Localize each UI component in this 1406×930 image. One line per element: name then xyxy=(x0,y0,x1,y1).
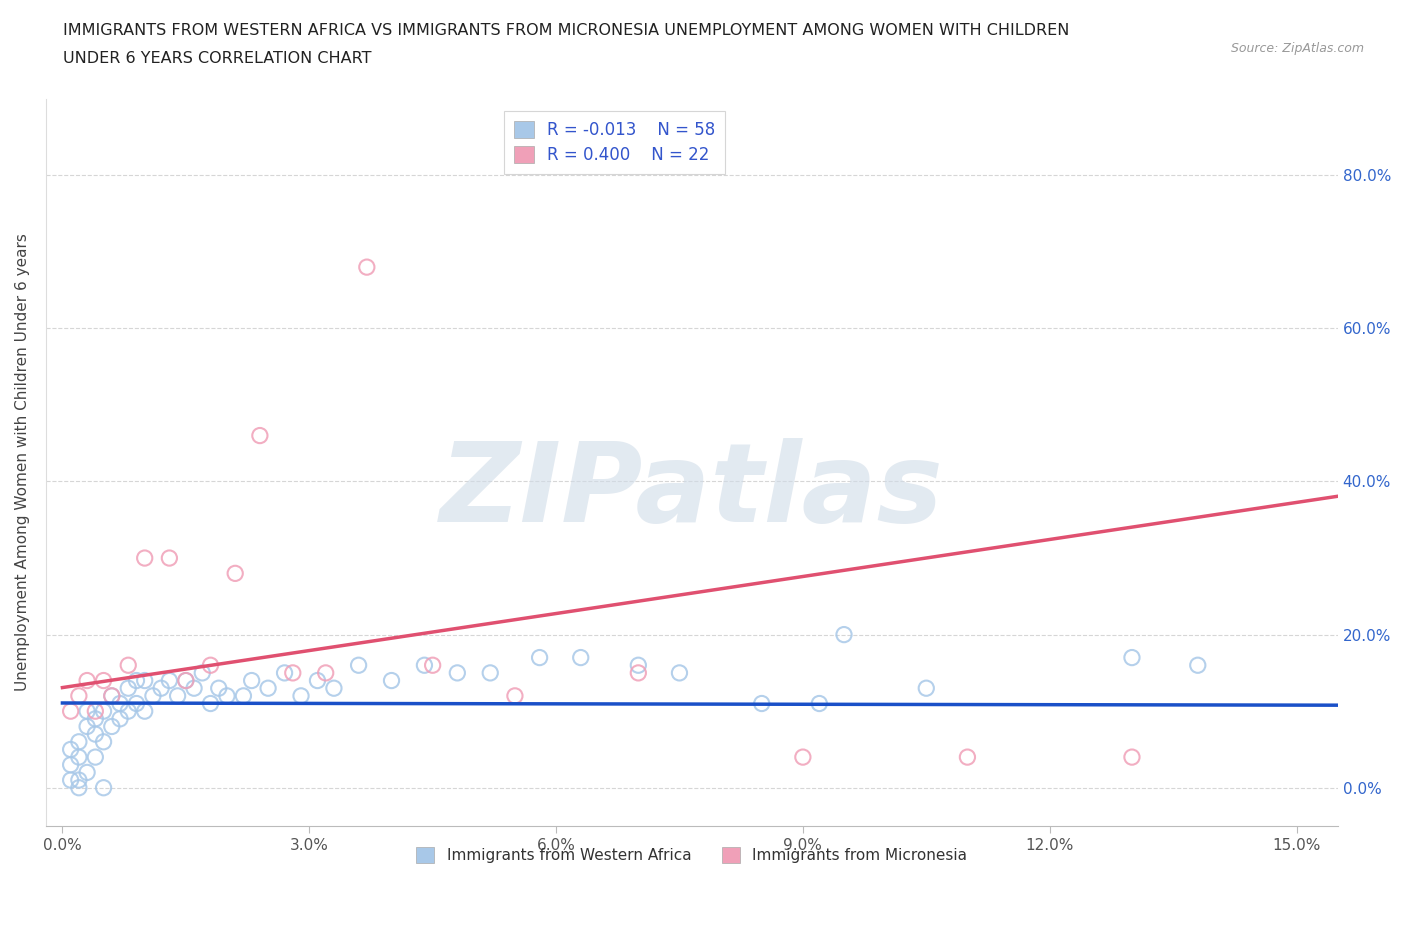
Point xyxy=(307,673,329,688)
Point xyxy=(347,658,370,672)
Point xyxy=(101,688,124,703)
Point xyxy=(93,780,115,795)
Point xyxy=(134,704,156,719)
Point xyxy=(356,259,378,274)
Point xyxy=(832,627,855,642)
Point xyxy=(529,650,551,665)
Point xyxy=(67,773,90,788)
Text: IMMIGRANTS FROM WESTERN AFRICA VS IMMIGRANTS FROM MICRONESIA UNEMPLOYMENT AMONG : IMMIGRANTS FROM WESTERN AFRICA VS IMMIGR… xyxy=(63,23,1070,38)
Point xyxy=(569,650,592,665)
Point xyxy=(134,551,156,565)
Point xyxy=(67,735,90,750)
Point xyxy=(101,719,124,734)
Point xyxy=(93,673,115,688)
Point xyxy=(59,773,82,788)
Point xyxy=(59,704,82,719)
Point xyxy=(59,757,82,772)
Point xyxy=(76,765,98,780)
Point xyxy=(380,673,402,688)
Point xyxy=(84,726,107,741)
Text: UNDER 6 YEARS CORRELATION CHART: UNDER 6 YEARS CORRELATION CHART xyxy=(63,51,371,66)
Point xyxy=(67,688,90,703)
Point xyxy=(157,673,180,688)
Point xyxy=(93,735,115,750)
Point xyxy=(117,681,139,696)
Point xyxy=(117,658,139,672)
Point xyxy=(322,681,344,696)
Point xyxy=(479,666,502,681)
Point xyxy=(101,688,124,703)
Point xyxy=(1121,650,1143,665)
Point xyxy=(67,780,90,795)
Point xyxy=(125,673,148,688)
Point xyxy=(142,688,165,703)
Point xyxy=(200,696,222,711)
Point xyxy=(191,666,214,681)
Point xyxy=(281,666,304,681)
Point xyxy=(108,696,131,711)
Point xyxy=(166,688,188,703)
Point xyxy=(59,742,82,757)
Point xyxy=(1187,658,1209,672)
Point xyxy=(751,696,773,711)
Point xyxy=(257,681,280,696)
Point xyxy=(808,696,831,711)
Point xyxy=(76,673,98,688)
Point xyxy=(200,658,222,672)
Point xyxy=(232,688,254,703)
Point xyxy=(208,681,231,696)
Point xyxy=(446,666,468,681)
Point xyxy=(273,666,295,681)
Point xyxy=(668,666,690,681)
Point xyxy=(224,566,246,581)
Point xyxy=(84,750,107,764)
Point xyxy=(108,711,131,726)
Point xyxy=(134,673,156,688)
Point xyxy=(413,658,436,672)
Point xyxy=(174,673,197,688)
Point xyxy=(240,673,263,688)
Point xyxy=(157,551,180,565)
Point xyxy=(76,719,98,734)
Point xyxy=(792,750,814,764)
Point xyxy=(422,658,444,672)
Text: ZIPatlas: ZIPatlas xyxy=(440,438,943,545)
Point xyxy=(84,711,107,726)
Point xyxy=(290,688,312,703)
Point xyxy=(627,666,650,681)
Point xyxy=(915,681,938,696)
Point xyxy=(84,704,107,719)
Point xyxy=(956,750,979,764)
Point xyxy=(76,704,98,719)
Point xyxy=(125,696,148,711)
Y-axis label: Unemployment Among Women with Children Under 6 years: Unemployment Among Women with Children U… xyxy=(15,233,30,691)
Point xyxy=(93,704,115,719)
Legend: Immigrants from Western Africa, Immigrants from Micronesia: Immigrants from Western Africa, Immigran… xyxy=(411,841,973,870)
Point xyxy=(174,673,197,688)
Point xyxy=(1121,750,1143,764)
Point xyxy=(249,428,271,443)
Point xyxy=(117,704,139,719)
Text: Source: ZipAtlas.com: Source: ZipAtlas.com xyxy=(1230,42,1364,55)
Point xyxy=(183,681,205,696)
Point xyxy=(315,666,337,681)
Point xyxy=(215,688,238,703)
Point xyxy=(67,750,90,764)
Point xyxy=(627,658,650,672)
Point xyxy=(150,681,173,696)
Point xyxy=(503,688,526,703)
